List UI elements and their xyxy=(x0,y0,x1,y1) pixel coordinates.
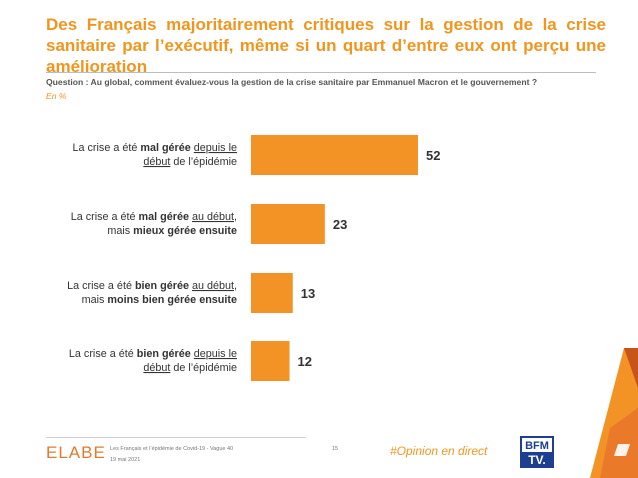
data-label-4: 12 xyxy=(298,354,312,369)
page-number: 15 xyxy=(332,446,339,452)
footer-source: Les Français et l’épidémie de Covid-19 -… xyxy=(110,446,234,452)
footer-divider xyxy=(46,437,306,438)
data-label-3: 13 xyxy=(301,286,315,301)
hashtag-label: #Opinion en direct xyxy=(390,444,488,458)
unit-label: En % xyxy=(46,91,67,101)
title-divider xyxy=(46,72,596,73)
data-label-1: 52 xyxy=(426,148,440,163)
svg-text:BFM: BFM xyxy=(525,440,549,452)
corner-decoration xyxy=(590,348,638,478)
category-label-4: La crise a été bien gérée depuis le début… xyxy=(69,348,237,374)
bar-4 xyxy=(251,341,290,381)
data-label-2: 23 xyxy=(333,217,347,232)
footer-date: 19 mai 2021 xyxy=(110,457,141,463)
bar-3 xyxy=(251,273,293,313)
category-label-3: La crise a été bien gérée au début, mais … xyxy=(67,280,237,306)
bfmtv-logo: BFM TV. xyxy=(520,436,554,468)
page-title: Des Français majoritairement critiques s… xyxy=(46,15,606,76)
category-label-1: La crise a été mal gérée depuis le début … xyxy=(73,142,237,168)
bar-1 xyxy=(251,135,418,175)
elabe-logo: ELABE xyxy=(46,443,104,462)
category-label-2: La crise a été mal gérée au début, mais m… xyxy=(71,211,237,237)
svg-text:ELABE: ELABE xyxy=(46,443,104,462)
survey-question: Question : Au global, comment évaluez-vo… xyxy=(46,77,538,87)
bar-2 xyxy=(251,204,325,244)
svg-text:TV.: TV. xyxy=(528,453,546,467)
